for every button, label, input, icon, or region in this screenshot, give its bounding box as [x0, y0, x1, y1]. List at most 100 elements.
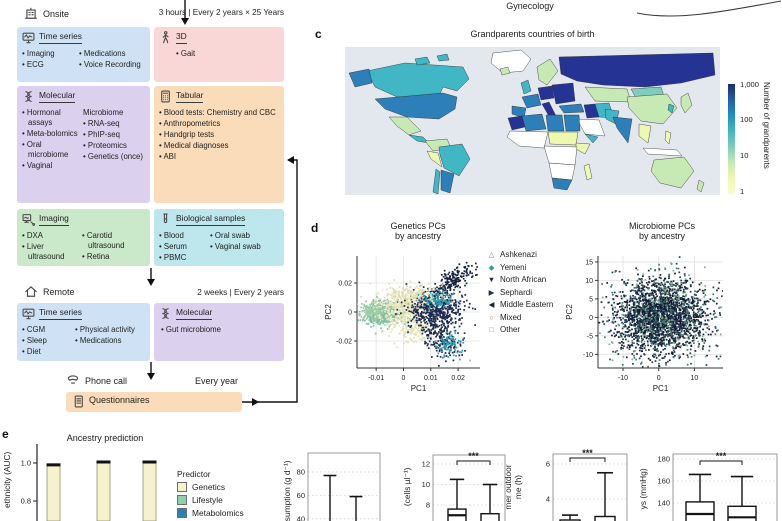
phone-call-title: Phone call — [85, 376, 128, 386]
world-map — [345, 47, 720, 195]
map-region-peru — [426, 150, 443, 168]
ancestry-bar-chart: 1.0 0.8 — [21, 444, 157, 521]
legend-label: Other — [500, 325, 521, 334]
list-item: RNA-seq — [83, 119, 145, 129]
list-item: Serum — [159, 242, 205, 252]
svg-text:***: *** — [716, 451, 727, 461]
box-imaging: Imaging DXALiver ultrasound Carotid ultr… — [17, 209, 150, 266]
monitor-waveform-icon — [22, 31, 35, 47]
map-region-central-africa — [543, 145, 578, 166]
list-item: Gut microbiome — [161, 325, 279, 335]
svg-text:-5: -5 — [587, 333, 593, 340]
colorbar-label: Number of grandparents — [762, 82, 771, 169]
panel-c-label: c — [315, 27, 322, 41]
microbiome-title: Microbiome PCs by ancestry — [628, 221, 695, 242]
legend-label: Metabolomics — [192, 508, 244, 518]
legend-label: North African — [500, 275, 547, 284]
list-item: DXA — [22, 231, 77, 241]
list-item: Blood tests: Chemistry and CBC — [159, 108, 279, 118]
svg-text:-0.02: -0.02 — [336, 339, 352, 346]
box-tabular: Tabular Blood tests: Chemistry and CBCAn… — [154, 86, 284, 203]
list-item: ABI — [159, 152, 279, 162]
legend-marker-icon: ○ — [489, 312, 494, 322]
box-title: 3D — [176, 31, 187, 44]
map-region-uk — [520, 79, 532, 95]
ultrasound-machine-icon — [22, 213, 36, 229]
predictor-legend: Predictor Genetics Lifestyle Metabolomics — [177, 469, 244, 521]
legend-swatch — [177, 495, 187, 505]
predictor-legend-title: Predictor — [177, 469, 211, 479]
map-region-central-europe — [537, 85, 555, 101]
colorbar-tick: 100 — [740, 115, 753, 124]
svg-text:***: *** — [468, 451, 479, 461]
remote-title: Remote — [43, 287, 75, 297]
bullet-list: Gut microbiome — [161, 325, 279, 336]
map-region-west-africa — [506, 130, 549, 149]
legend-marker-icon: △ — [488, 250, 495, 260]
svg-text:0: 0 — [402, 375, 406, 382]
panel-e-label: e — [2, 427, 9, 441]
svg-text:0.8: 0.8 — [21, 497, 31, 506]
colorbar-tick: 1 — [740, 187, 745, 196]
bullet-list: Carotid ultrasoundRetina — [82, 231, 145, 263]
list-item: Oral microbiome — [22, 140, 78, 160]
svg-text:15: 15 — [585, 259, 593, 266]
bullet-list: Hormonal assaysMeta-bolomicsOral microbi… — [22, 108, 78, 172]
map-region-usa — [374, 92, 458, 120]
map-region-india — [612, 116, 633, 144]
dna-icon — [22, 90, 35, 106]
legend-entry: ◀ Middle Eastern — [487, 301, 554, 309]
list-item: Imaging — [22, 49, 74, 59]
list-item: Voice Recording — [79, 60, 145, 70]
dna-icon — [159, 307, 172, 323]
map-region-iceland — [499, 66, 511, 76]
legend-swatch — [177, 508, 187, 518]
legend-entry: △ Ashkenazi — [487, 251, 553, 259]
map-title: Grandparents countries of birth — [470, 29, 595, 39]
boxplot-mmhg: 180160140120*** — [657, 451, 778, 521]
svg-text:-0.01: -0.01 — [368, 375, 384, 382]
map-region-libya — [545, 114, 565, 132]
map-region-argentina — [440, 169, 455, 194]
list-item: Proteomics — [83, 141, 145, 151]
map-colorbar — [728, 84, 735, 194]
list-item: PhIP-seq — [83, 130, 145, 140]
bullet-list: MedicationsVoice Recording — [79, 49, 145, 71]
list-item: Sleep — [22, 336, 70, 346]
box-title: Time series — [39, 31, 82, 44]
legend-label: Mixed — [500, 312, 522, 322]
box-time-series-onsite: Time series ImagingECG MedicationsVoice … — [17, 27, 150, 82]
svg-text:40: 40 — [297, 514, 305, 521]
svg-text:60: 60 — [297, 491, 305, 500]
legend-entry: Genetics — [177, 482, 244, 492]
list-item: Retina — [82, 252, 145, 262]
map-region-algeria — [521, 113, 547, 132]
list-item: PBMC — [159, 253, 205, 263]
bullet-list: ImagingECG — [22, 49, 74, 71]
legend-marker-icon: ◆ — [488, 262, 495, 272]
list-item: CGM — [22, 325, 70, 335]
svg-text:140: 140 — [657, 499, 670, 508]
map-region-arctic-islands — [436, 53, 450, 62]
list-item: Vaginal — [22, 161, 78, 171]
colorbar-tick: 1,000 — [740, 80, 760, 89]
svg-text:0: 0 — [657, 375, 661, 382]
map-region-madagascar — [583, 163, 593, 181]
box-title: Biological samples — [176, 213, 246, 226]
ancestry-prediction-title: Ancestry prediction — [66, 433, 144, 443]
box-questionnaires: Questionnaires — [66, 392, 242, 412]
map-region-mexico — [388, 116, 422, 136]
list-item: Physical activity — [75, 325, 145, 335]
microbiome-pcs-points — [598, 256, 723, 368]
legend-entry: ◆ Yemeni — [487, 262, 553, 272]
svg-text:1.0: 1.0 — [21, 459, 31, 468]
svg-text:***: *** — [582, 448, 593, 458]
list-item: Medications — [79, 49, 145, 59]
map-region-scandinavia — [536, 58, 559, 86]
bullet-list: CGMSleepDiet — [22, 325, 70, 358]
box-biological-samples: Biological samples BloodSerumPBMC Oral s… — [154, 209, 284, 266]
svg-text:0.01: 0.01 — [424, 375, 438, 382]
map-region-south-africa — [551, 177, 573, 191]
map-region-sudan-sahel — [547, 131, 579, 146]
